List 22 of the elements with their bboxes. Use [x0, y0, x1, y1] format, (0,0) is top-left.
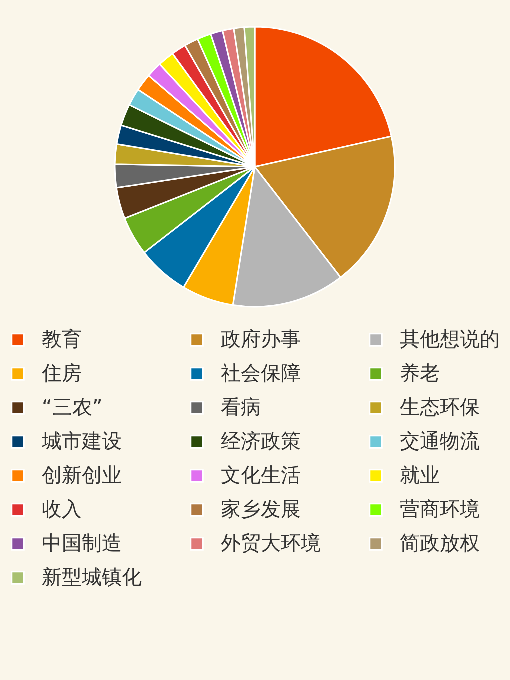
legend-label: 养老 — [400, 361, 440, 385]
legend-label: 社会保障 — [221, 361, 301, 385]
legend-label: 文化生活 — [221, 463, 301, 487]
legend-label: 住房 — [41, 361, 82, 385]
legend-label: 简政放权 — [400, 531, 480, 555]
legend-label: 中国制造 — [42, 531, 122, 555]
legend-label: 看病 — [221, 395, 261, 419]
legend-label: 经济政策 — [221, 429, 301, 453]
legend-label: 交通物流 — [400, 429, 480, 453]
legend-label: 新型城镇化 — [42, 565, 142, 589]
legend-label: 营商环境 — [400, 497, 480, 521]
legend-label: 其他想说的 — [400, 327, 500, 351]
legend-label: 教育 — [42, 327, 82, 351]
legend-label: 家乡发展 — [221, 497, 301, 521]
legend-label: 生态环保 — [400, 395, 480, 419]
legend-label: 创新创业 — [42, 463, 122, 487]
legend-label: 政府办事 — [221, 327, 301, 351]
legend-label: 收入 — [42, 497, 82, 521]
legend-label: 城市建设 — [41, 429, 122, 453]
legend-label: 外贸大环境 — [221, 531, 321, 555]
legend-label: “三农” — [42, 395, 103, 419]
legend-label: 就业 — [400, 463, 440, 487]
